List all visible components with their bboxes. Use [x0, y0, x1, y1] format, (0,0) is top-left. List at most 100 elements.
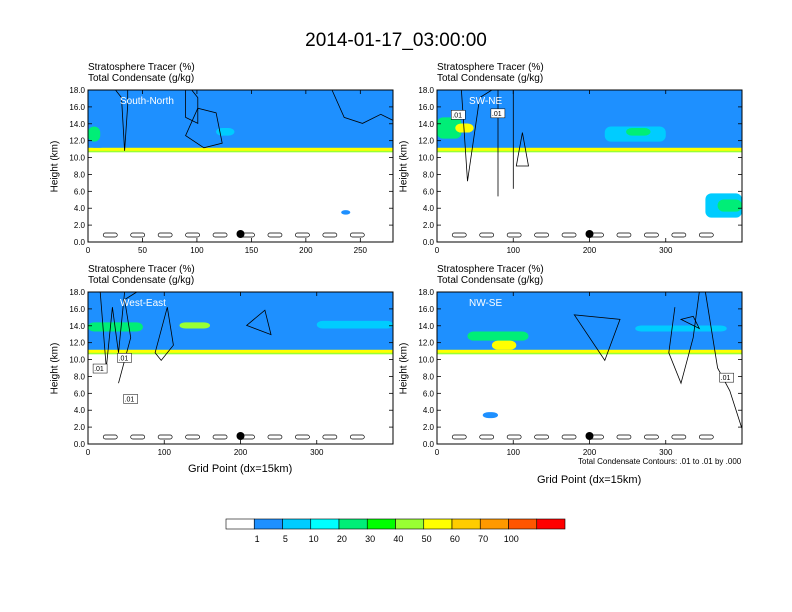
pbl-contour-6 [616, 434, 632, 440]
xtick-label: 100 [507, 448, 521, 457]
pbl-contour-1 [479, 434, 495, 440]
ytick-label: 8.0 [74, 372, 86, 381]
contour-label: .01 [119, 355, 129, 362]
contour-label-box [451, 110, 466, 120]
ytick-label: 8.0 [74, 170, 86, 179]
xtick-label: 50 [138, 246, 147, 255]
panel3-title-line1: Stratosphere Tracer (%) [88, 264, 195, 275]
pbl-contour-2 [157, 434, 173, 440]
colorbar-label-7: 60 [450, 534, 460, 544]
ytick-label: 6.0 [74, 187, 86, 196]
panel2-title-line2: Total Condensate (g/kg) [437, 73, 544, 84]
pbl-contour-3 [534, 232, 549, 238]
pbl-contour-7 [295, 434, 310, 440]
xtick-label: 200 [299, 246, 313, 255]
ytick-label: 6.0 [423, 187, 435, 196]
xtick-label: 250 [354, 246, 368, 255]
location-marker [236, 432, 245, 440]
condensate-contour-3 [331, 89, 394, 124]
colorbar-label-8: 70 [478, 534, 488, 544]
xtick-label: 300 [659, 448, 673, 457]
tracer-blob-4 [341, 210, 351, 215]
condensate-contour-1 [185, 107, 223, 149]
contour-label: .01 [125, 396, 135, 403]
panel1-title-line1: Stratosphere Tracer (%) [88, 62, 195, 73]
panel4-xlabel: Grid Point (dx=15km) [537, 474, 642, 486]
panel1-title: Stratosphere Tracer (%) Total Condensate… [88, 62, 195, 84]
pbl-contour-6 [267, 232, 283, 238]
condensate-contour-0 [573, 314, 621, 362]
ytick-label: 14.0 [69, 120, 85, 129]
ytick-label: 0.0 [423, 238, 435, 247]
contour-label: .01 [94, 366, 104, 373]
ytick-label: 2.0 [423, 423, 435, 432]
condensate-contour-3 [245, 309, 272, 336]
tracer-blob-3 [482, 412, 498, 419]
tracer-blob-3 [626, 128, 651, 136]
panel3-canvas: West-East .01 .01 .01 0.0 2.0 4.0 6.0 8.0 10.0 12.… [69, 288, 394, 457]
pbl-contour-2 [506, 434, 522, 440]
ytick-label: 4.0 [423, 204, 435, 213]
contour-note: Total Condensate Contours: .01 to .01 by… [578, 457, 742, 466]
ytick-label: 16.0 [418, 305, 434, 314]
panel3-title-line2: Total Condensate (g/kg) [88, 275, 195, 286]
panel2-title-line1: Stratosphere Tracer (%) [437, 62, 544, 73]
pbl-contour-4 [212, 232, 228, 238]
tracer-blob-1 [88, 126, 101, 142]
xtick-label: 150 [245, 246, 259, 255]
panel4-plot: NW-SE .01 0.0 2.0 4.0 6.0 8.0 10.0 12.0 14.0 16.0 1… [418, 288, 743, 457]
page-title: 2014-01-17_03:00:00 [305, 30, 487, 51]
ytick-label: 16.0 [69, 103, 85, 112]
colorbar-swatch-5 [366, 518, 396, 530]
condensate-contour-0 [99, 291, 125, 369]
tracer-blob-1 [179, 322, 210, 329]
colorbar-swatch-11 [536, 518, 566, 530]
panel4-title: Stratosphere Tracer (%) Total Condensate… [437, 264, 544, 286]
pbl-contour-7 [644, 434, 659, 440]
xtick-label: 100 [507, 246, 521, 255]
ytick-label: 4.0 [74, 406, 86, 415]
pbl-contour-0 [451, 434, 467, 440]
pbl-contour-6 [616, 232, 632, 238]
condensate-contour-2 [154, 307, 174, 362]
contour-label-box [92, 363, 108, 374]
pbl-contour-7 [295, 232, 310, 238]
tracer-blob-5 [717, 199, 742, 212]
pbl-contour-1 [479, 232, 495, 238]
tracer-blob-2 [216, 128, 235, 136]
colorbar-label-3: 20 [337, 534, 347, 544]
contour-label-box [719, 372, 734, 383]
pbl-contour-2 [506, 232, 522, 238]
ytick-label: 4.0 [423, 406, 435, 415]
xtick-label: 0 [86, 246, 91, 255]
pbl-contour-8 [322, 434, 338, 440]
pbl-contour-3 [185, 232, 200, 238]
colorbar-swatch-0 [225, 518, 255, 530]
panel3-cross-section-label: West-East [120, 298, 166, 309]
pbl-contour-2 [157, 232, 173, 238]
colorbar-swatch-3 [310, 518, 340, 530]
colorbar-label-9: 100 [504, 534, 519, 544]
pbl-contour-0 [102, 232, 118, 238]
colorbar-label-1: 5 [283, 534, 288, 544]
condensate-contour-0 [115, 89, 129, 151]
panel2-title: Stratosphere Tracer (%) Total Condensate… [437, 62, 544, 84]
plot-frame [87, 89, 394, 243]
condensate-contour-3 [679, 315, 701, 330]
contour-label-box [123, 394, 138, 404]
colorbar-label-5: 40 [393, 534, 403, 544]
xtick-label: 100 [158, 448, 172, 457]
pbl-contour-4 [212, 434, 228, 440]
pbl-contour-9 [698, 434, 714, 440]
colorbar-swatch-8 [451, 518, 481, 530]
tracer-band-8 [437, 90, 742, 148]
pbl-contour-3 [534, 434, 549, 440]
ytick-label: 8.0 [423, 372, 435, 381]
panel4-title-line2: Total Condensate (g/kg) [437, 275, 544, 286]
panel3-plot: West-East .01 .01 .01 0.0 2.0 4.0 6.0 8.0 10.0 12.… [69, 288, 394, 457]
ytick-label: 14.0 [418, 322, 434, 331]
ytick-label: 18.0 [418, 86, 434, 95]
xtick-label: 0 [86, 448, 91, 457]
panel2-cross-section-label: SW-NE [469, 96, 502, 107]
panel1-plot: South-North 0.0 2.0 4.0 6.0 8.0 10.0 12.0 14.0 16… [69, 86, 394, 255]
